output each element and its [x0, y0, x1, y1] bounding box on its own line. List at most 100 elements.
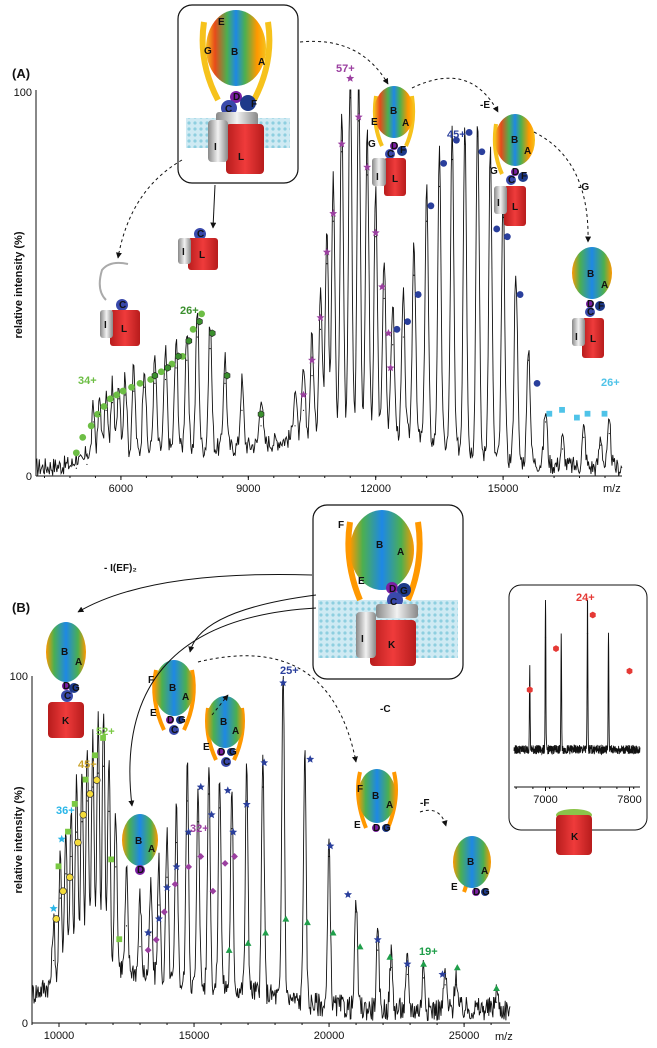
panel-a-peak-17: [241, 409, 243, 411]
panel-a-peak-43: [544, 421, 547, 423]
panel-b-marker-s5-p9: [453, 964, 461, 971]
panel-a-marker-s0-p5: [106, 395, 114, 403]
panel-a-xtick-label-1: 9000: [236, 483, 260, 495]
ring-a2-i: I: [104, 320, 107, 331]
panel-a-peak-8: [133, 390, 135, 392]
inset-markers: [526, 611, 633, 694]
panel-a-peak-18: [260, 425, 262, 427]
panel-b-peak-26: [304, 769, 306, 771]
sub-a2-c: C: [508, 175, 515, 186]
panel-b-marker-s4-p14: [344, 890, 352, 898]
sub-b6-g: G: [482, 887, 490, 898]
panel-a-peak-38: [477, 135, 479, 137]
sub-a1-b: B: [390, 106, 397, 117]
panel-b-peak-3: [70, 855, 72, 858]
panel-a-peak-1: [86, 463, 88, 466]
panel-a-peak-7: [124, 394, 126, 396]
panel-b-marker-s0-p1: [65, 828, 71, 835]
sub-b1-d: D: [63, 681, 70, 692]
panel-b-peak-9: [102, 765, 105, 767]
panel-a-marker-s2-p6: [346, 74, 355, 82]
panel-b-marker-s4-p3: [172, 862, 181, 871]
panel-a-marker-s2-p10: [378, 282, 387, 291]
main-b-label-i: I: [361, 634, 364, 645]
panel-a-peak-28: [366, 174, 368, 176]
panel-a-peak-32: [402, 336, 404, 338]
panel-a-peak-39: [489, 166, 491, 168]
sub-a2-d: D: [512, 167, 519, 178]
panel-a-marker-s1-p3: [185, 337, 193, 345]
main-a-label-d: D: [233, 92, 240, 103]
panel-a-peak-15: [209, 348, 211, 350]
panel-b-peak-14: [150, 932, 152, 934]
sub-a1-i: I: [376, 172, 379, 183]
inset-marker-s0-p1: [553, 645, 559, 652]
panel-b-peak-27: [328, 855, 330, 858]
panel-a-marker-s0-p7: [119, 387, 127, 395]
panel-a-peak-35: [438, 185, 441, 188]
panel-a-marker-s2-p3: [322, 247, 331, 256]
panel-b-marker-s3-p5: [197, 853, 205, 860]
ring-a1-l: L: [199, 250, 205, 261]
sub-b2-e: E: [150, 708, 157, 719]
panel-a-markers: [72, 74, 608, 457]
panel-b-marker-s4-p2: [163, 883, 171, 892]
sub-b4-a: A: [148, 844, 155, 855]
main-a-label-a: A: [258, 57, 265, 68]
panel-a: (A) relative intensity (%) 100 0 m/z 600…: [12, 4, 623, 495]
panel-b-marker-s4-p17: [438, 970, 447, 978]
panel-b-complex-3: B A E D G C: [203, 696, 245, 768]
panel-a-marker-s1-p4: [196, 317, 203, 326]
inset-ring-complex: K: [556, 809, 592, 855]
panel-a-marker-s2-p1: [308, 356, 316, 364]
panel-a-peak-23: [326, 263, 328, 265]
sub-a2-b: B: [511, 135, 518, 146]
arrow-b-main-to-sub4: [128, 607, 317, 807]
sub-b6-d: D: [473, 887, 480, 898]
panel-a-peak-25: [341, 151, 343, 153]
panel-b-x-ticks: 10000 15000 20000 25000: [31, 1023, 492, 1042]
panel-a-ytick-100: 100: [14, 87, 32, 99]
panel-b-peak-10: [108, 810, 110, 812]
panel-b-xtick-label-2: 20000: [314, 1030, 345, 1042]
panel-a-peak-16: [224, 382, 226, 384]
panel-b-marker-s4-p13: [326, 841, 335, 850]
main-b-label-b: B: [376, 540, 383, 551]
panel-b-xtick-label-1: 15000: [179, 1030, 210, 1042]
panel-b-marker-s0-p6: [108, 856, 115, 863]
panel-b-marker-s1-p0: [52, 915, 61, 923]
panel-a-marker-s0-p0: [72, 449, 80, 457]
panel-b-minus-ief2-label: - I(EF)₂: [104, 563, 137, 574]
panel-a-marker-s3-p3: [427, 202, 435, 210]
panel-a-marker-s1-p7: [257, 410, 265, 418]
panel-b-32plus-label: 32+: [190, 823, 209, 835]
panel-b-marker-s4-p0: [144, 928, 153, 937]
panel-b-complex-2: F B A E D G C: [148, 660, 196, 736]
panel-b-peak-23: [246, 800, 248, 802]
panel-a-peak-47: [608, 432, 610, 435]
panel-a-peak-41: [515, 282, 517, 284]
panel-a-xtick-label-0: 6000: [109, 483, 133, 495]
main-a-label-f: F: [251, 99, 257, 110]
panel-b-peak-24: [262, 786, 264, 788]
panel-b-marker-s4-p15: [373, 935, 382, 944]
panel-b-peak-35: [495, 1001, 498, 1003]
panel-b-marker-s5-p6: [356, 943, 364, 950]
sub-b1-a: A: [75, 657, 82, 668]
panel-b-peak-7: [92, 786, 94, 788]
panel-b-peak-19: [197, 821, 199, 823]
panel-b-peak-17: [175, 841, 178, 844]
panel-b-marker-s4-p10: [260, 758, 269, 767]
panel-b-complex-5: F B A E D G: [354, 769, 398, 834]
panel-a-complex-minus-e: B A E G D F C I L: [368, 86, 416, 196]
panel-a-peak-37: [464, 143, 466, 145]
panel-a-marker-s3-p6: [465, 129, 473, 136]
arrow-b-main-to-sub1: [77, 573, 313, 613]
panel-b-marker-s4-p11: [279, 678, 288, 687]
ring-a1-i: I: [182, 247, 185, 258]
panel-a-marker-s1-p5: [209, 329, 216, 337]
panel-b-marker-s5-p2: [262, 929, 269, 936]
inset-x-ticks: 7000 7800: [515, 787, 642, 806]
panel-a-marker-s3-p1: [404, 318, 411, 325]
panel-b-marker-s0-p2: [71, 800, 78, 807]
